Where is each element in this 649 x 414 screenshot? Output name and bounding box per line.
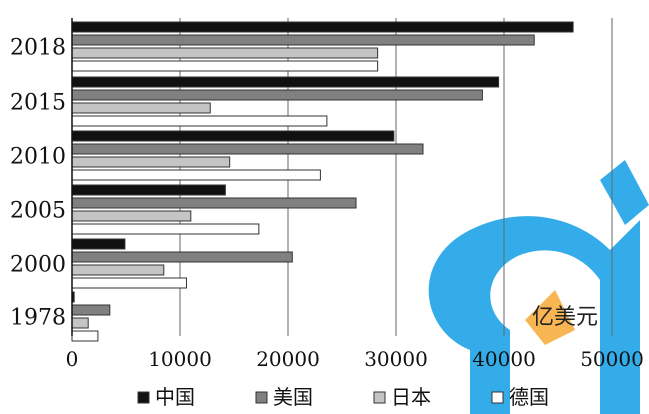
bar-2018-2 — [71, 47, 379, 59]
bar-2005-0 — [71, 184, 226, 196]
bar-2010-1 — [71, 143, 424, 155]
y-tick-label: 2018 — [10, 36, 66, 61]
bar-2018-1 — [71, 34, 535, 46]
bar-2005-2 — [71, 210, 192, 222]
watermark-blue-stroke — [600, 160, 649, 225]
legend-swatch — [373, 391, 386, 404]
bar-2005-3 — [71, 223, 260, 235]
bar-1978-1 — [71, 304, 111, 316]
bar-2015-0 — [71, 76, 500, 88]
bar-2010-2 — [71, 156, 231, 168]
x-tick-label: 20000 — [256, 347, 320, 371]
y-tick-label: 2015 — [10, 91, 66, 116]
bar-2015-2 — [71, 102, 211, 114]
bar-2000-3 — [71, 277, 187, 289]
legend-swatch — [137, 391, 150, 404]
x-tick-label: 50000 — [580, 347, 644, 371]
bar-2015-3 — [71, 115, 328, 127]
legend-label: 中国 — [155, 385, 195, 409]
axes: 0 10000 20000 30000 40000 50000 2018 2015 2010 20… — [10, 18, 644, 371]
watermark-orange-chevron — [525, 290, 575, 345]
y-tick-label: 2005 — [10, 199, 66, 224]
legend-swatch — [255, 391, 268, 404]
bar-2010-3 — [71, 169, 321, 181]
watermark-logo — [428, 160, 649, 414]
bar-2000-0 — [71, 238, 126, 250]
legend: 中国 美国 日本 德国 — [137, 385, 549, 409]
bar-2005-1 — [71, 197, 357, 209]
bar-2015-1 — [71, 89, 483, 101]
legend-swatch — [491, 391, 504, 404]
x-tick-label: 40000 — [472, 347, 536, 371]
bar-2010-0 — [71, 130, 395, 142]
x-tick-label: 0 — [66, 347, 79, 371]
legend-label: 德国 — [509, 385, 549, 409]
bar-2000-1 — [71, 251, 293, 263]
x-tick-label: 30000 — [364, 347, 428, 371]
bar-2018-3 — [71, 60, 379, 72]
legend-label: 日本 — [391, 385, 431, 409]
legend-label: 美国 — [273, 385, 313, 409]
y-tick-label: 2000 — [10, 253, 66, 278]
bar-2000-2 — [71, 264, 165, 276]
y-tick-label: 2010 — [10, 145, 66, 170]
x-tick-label: 10000 — [148, 347, 212, 371]
bar-2018-0 — [71, 21, 574, 33]
unit-label: 亿美元 — [532, 305, 598, 330]
bars — [71, 21, 574, 342]
y-tick-label: 1978 — [10, 306, 66, 331]
bar-1978-2 — [71, 317, 89, 329]
bar-1978-3 — [71, 330, 99, 342]
